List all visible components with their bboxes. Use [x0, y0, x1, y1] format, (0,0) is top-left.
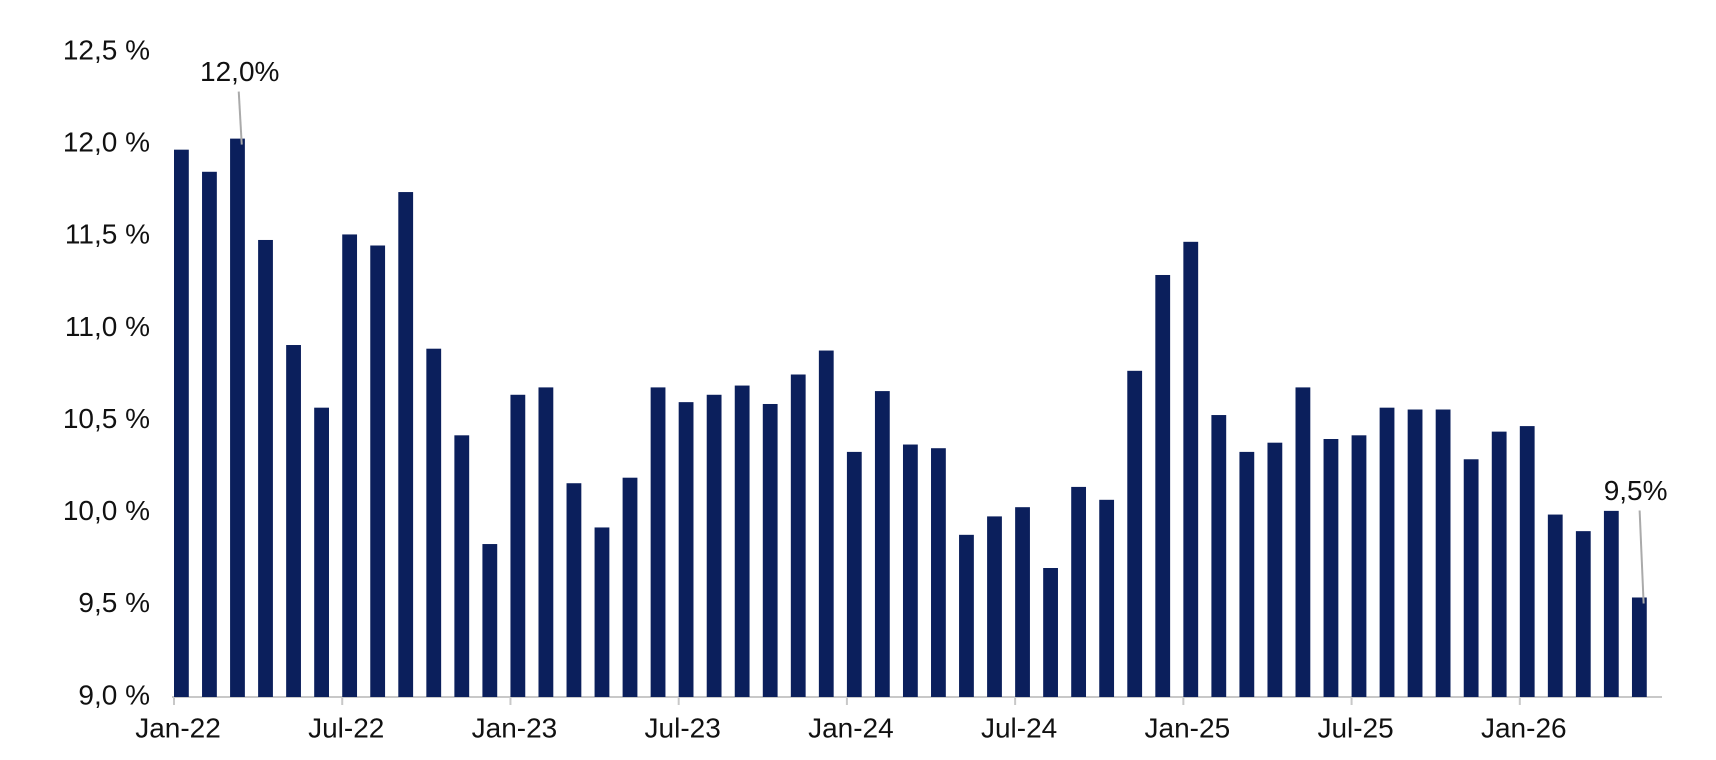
y-tick-label: 10,5 %	[63, 403, 150, 434]
label-leader	[237, 91, 243, 145]
bar	[174, 149, 189, 697]
bar	[790, 374, 806, 697]
bar	[1211, 415, 1227, 697]
y-tick-label: 9,0 %	[78, 679, 150, 710]
y-tick-label: 11,0 %	[65, 311, 150, 342]
x-tick-label: Jan-25	[1145, 712, 1231, 743]
bar	[1099, 499, 1115, 697]
bar	[678, 402, 694, 697]
bar	[734, 385, 750, 697]
bar	[1071, 486, 1087, 697]
bar	[650, 387, 666, 697]
bar	[846, 451, 862, 697]
x-tick-label: Jan-24	[808, 712, 894, 743]
bar	[1015, 507, 1030, 697]
bar	[902, 444, 918, 697]
bar	[426, 348, 442, 697]
bar	[1043, 568, 1058, 697]
bar	[1575, 531, 1591, 697]
bar	[342, 234, 358, 697]
bar	[1547, 514, 1563, 697]
bar	[1631, 597, 1647, 697]
bar	[818, 350, 834, 697]
x-tick-label: Jul-25	[1317, 712, 1393, 743]
y-tick-label: 10,0 %	[63, 495, 150, 526]
bar	[1239, 451, 1255, 697]
bar	[1183, 241, 1199, 698]
bar	[454, 435, 470, 697]
y-tick-label: 12,0 %	[63, 127, 150, 158]
bar	[1603, 510, 1619, 697]
bar	[1519, 426, 1535, 697]
x-tick-label: Jul-24	[981, 712, 1057, 743]
bar	[1491, 431, 1507, 697]
bar	[286, 345, 301, 697]
bar	[959, 534, 974, 697]
bar	[622, 477, 638, 697]
bar	[566, 483, 582, 697]
bar	[258, 239, 273, 697]
bar	[1463, 459, 1479, 697]
bar	[398, 192, 414, 698]
bar	[370, 245, 386, 697]
bar	[1351, 435, 1367, 697]
bar	[987, 516, 1002, 697]
bar	[874, 391, 890, 697]
bar	[482, 544, 498, 697]
bar	[1155, 274, 1171, 697]
y-tick-label: 11,5 %	[65, 219, 150, 250]
bar	[1267, 442, 1283, 697]
x-tick-label: Jul-22	[308, 712, 384, 743]
bar	[510, 394, 526, 697]
bar	[706, 394, 722, 697]
bar	[1127, 370, 1143, 697]
label-leader	[1638, 510, 1645, 604]
y-tick-label: 9,5 %	[78, 587, 150, 618]
x-tick-label: Jul-23	[645, 712, 721, 743]
x-tick-label: Jan-26	[1481, 712, 1567, 743]
y-tick-label: 12,5 %	[63, 34, 150, 65]
x-tick-label: Jan-23	[472, 712, 558, 743]
bar	[594, 527, 610, 697]
bar	[931, 448, 946, 697]
x-tick-label: Jan-22	[135, 712, 221, 743]
bar	[762, 403, 778, 697]
bar	[202, 171, 217, 698]
bar	[1407, 409, 1423, 697]
bar	[538, 387, 554, 697]
bar	[1379, 407, 1395, 697]
bar	[314, 407, 329, 697]
bar	[1323, 439, 1339, 697]
bar	[1435, 409, 1451, 697]
bar	[230, 138, 245, 698]
bar	[1295, 387, 1311, 697]
value-label: 12,0%	[200, 56, 279, 87]
value-label: 9,5%	[1604, 475, 1668, 506]
